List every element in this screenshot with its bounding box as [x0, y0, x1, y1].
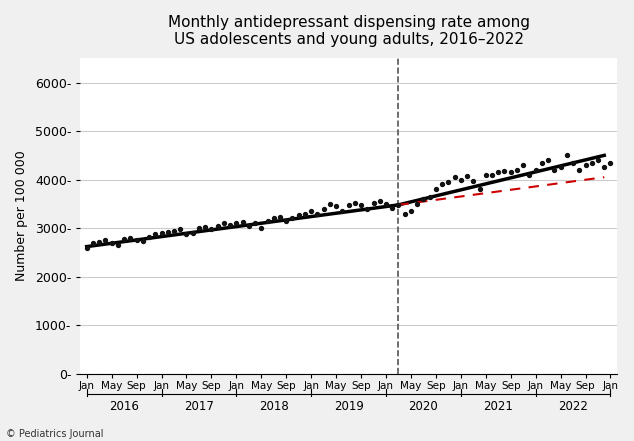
Point [412, 200, 422, 207]
Text: 2018: 2018 [259, 400, 288, 413]
Point [294, 211, 304, 218]
Point [555, 164, 566, 171]
Point [549, 166, 559, 173]
Point [500, 168, 510, 175]
Text: 2022: 2022 [558, 400, 588, 413]
Point [375, 198, 385, 205]
Point [431, 186, 441, 193]
Point [337, 208, 347, 215]
Point [325, 200, 335, 207]
Point [362, 205, 372, 212]
Point [126, 234, 136, 241]
Point [493, 169, 503, 176]
Point [481, 171, 491, 178]
Point [469, 177, 479, 184]
Point [169, 227, 179, 234]
Point [356, 202, 366, 209]
Point [456, 176, 466, 183]
Point [200, 224, 210, 231]
Point [100, 237, 110, 244]
Point [206, 226, 216, 233]
Point [300, 210, 310, 217]
Point [524, 171, 534, 178]
Point [138, 238, 148, 245]
Point [605, 159, 616, 166]
Point [94, 238, 104, 245]
Point [113, 242, 123, 249]
Point [212, 222, 223, 229]
Text: 2017: 2017 [184, 400, 214, 413]
Point [599, 164, 609, 171]
Point [150, 231, 160, 238]
Point [181, 231, 191, 238]
Point [418, 195, 429, 202]
Point [269, 215, 279, 222]
Point [462, 172, 472, 179]
Text: 2019: 2019 [333, 400, 363, 413]
Point [368, 199, 378, 206]
Point [256, 224, 266, 232]
Point [425, 193, 435, 200]
Point [399, 210, 410, 217]
Point [194, 224, 204, 232]
Text: 2020: 2020 [408, 400, 438, 413]
Point [306, 208, 316, 215]
Point [350, 199, 360, 206]
Point [437, 181, 447, 188]
Point [131, 236, 141, 243]
Point [163, 228, 173, 235]
Text: 2021: 2021 [483, 400, 513, 413]
Point [394, 202, 404, 209]
Point [474, 186, 484, 193]
Point [581, 161, 591, 168]
Point [219, 220, 229, 227]
Text: © Pediatrics Journal: © Pediatrics Journal [6, 429, 104, 439]
Y-axis label: Number per 100 000: Number per 100 000 [15, 151, 28, 281]
Point [593, 157, 603, 164]
Point [537, 159, 547, 166]
Point [231, 220, 242, 227]
Point [119, 235, 129, 243]
Point [450, 174, 460, 181]
Point [188, 229, 198, 236]
Point [82, 244, 92, 251]
Point [275, 214, 285, 221]
Point [238, 219, 248, 226]
Point [88, 239, 98, 246]
Point [406, 208, 416, 215]
Point [568, 159, 578, 166]
Point [531, 166, 541, 173]
Text: 2016: 2016 [109, 400, 139, 413]
Point [506, 169, 516, 176]
Point [175, 226, 185, 233]
Point [107, 239, 117, 246]
Point [586, 159, 597, 166]
Point [381, 200, 391, 207]
Point [387, 204, 398, 211]
Point [250, 220, 260, 227]
Point [574, 166, 585, 173]
Point [518, 161, 528, 168]
Point [543, 157, 553, 164]
Point [144, 233, 154, 240]
Point [313, 210, 323, 217]
Point [262, 217, 273, 224]
Point [487, 171, 497, 178]
Point [281, 217, 291, 224]
Point [243, 222, 254, 229]
Title: Monthly antidepressant dispensing rate among
US adolescents and young adults, 20: Monthly antidepressant dispensing rate a… [167, 15, 529, 47]
Point [287, 215, 297, 222]
Point [562, 152, 572, 159]
Point [443, 179, 453, 186]
Point [225, 221, 235, 228]
Point [331, 203, 341, 210]
Point [157, 229, 167, 236]
Point [512, 166, 522, 173]
Point [344, 202, 354, 209]
Point [318, 205, 328, 212]
